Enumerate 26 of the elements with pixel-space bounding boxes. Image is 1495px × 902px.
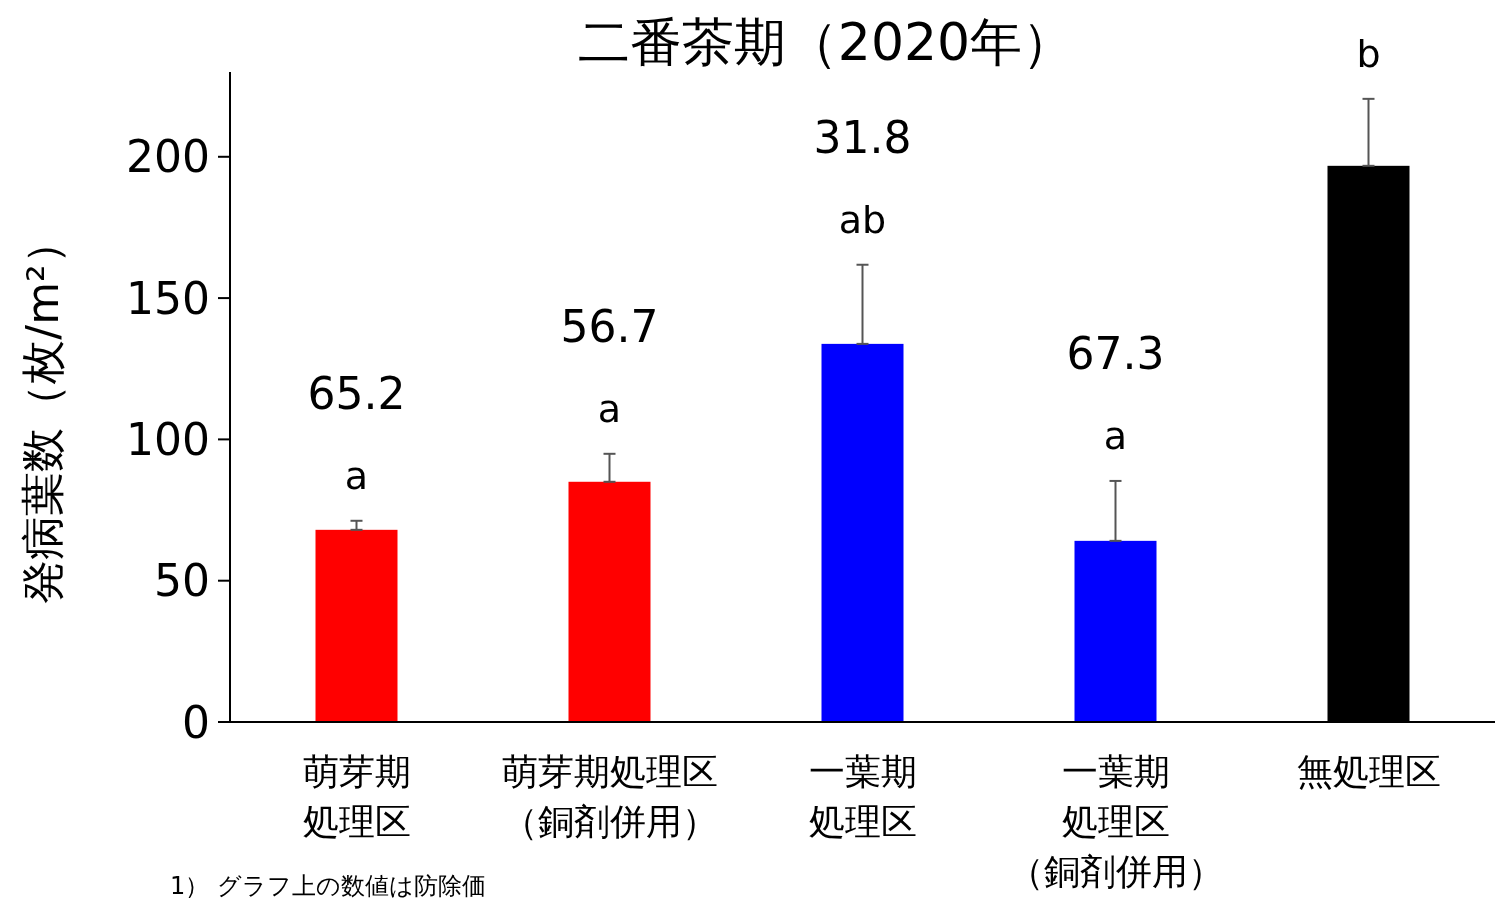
annotation: 31.8 [813,112,912,164]
y-tick-label: 50 [154,555,210,607]
annotation: 65.2 [307,368,406,420]
y-tick-label: 0 [182,696,210,748]
y-tick-label: 200 [126,131,210,183]
x-tick-label: 一葉期処理区 [808,751,917,842]
annotation: ab [838,197,887,242]
annotation: a [344,453,369,498]
x-tick-label: 萌芽期処理区 [302,751,411,842]
annotation: a [597,386,622,431]
x-tick-label: 萌芽期処理区（銅剤併用） [501,751,718,842]
annotation: a [1103,413,1128,458]
x-tick-label: 無処理区 [1296,751,1441,792]
annotation: b [1356,31,1381,76]
bar [568,481,651,722]
bar [1074,540,1157,722]
annotation: 67.3 [1066,328,1165,380]
annotation: 56.7 [560,301,659,353]
y-axis-title: 発病葉数（枚/m²） [17,220,68,604]
bar [315,529,398,722]
x-tick-label: 一葉期処理区（銅剤併用） [1007,751,1224,892]
y-tick-label: 100 [126,413,210,465]
bar [821,343,904,722]
chart-title: 二番茶期（2020年） [577,12,1075,72]
y-tick-label: 150 [126,272,210,324]
text: 1） グラフ上の数値は防除価 [170,872,486,900]
